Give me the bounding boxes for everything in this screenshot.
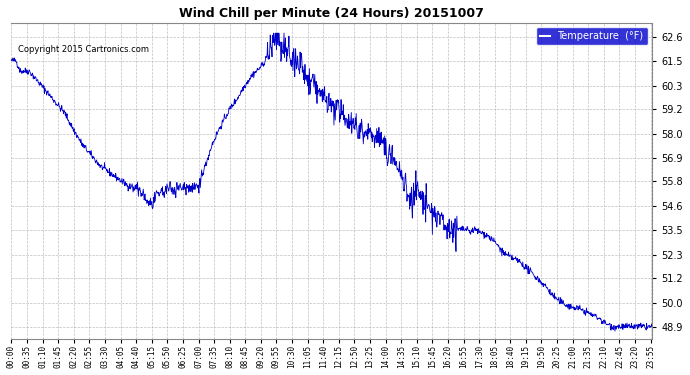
Text: Copyright 2015 Cartronics.com: Copyright 2015 Cartronics.com xyxy=(18,45,149,54)
Legend: Temperature  (°F): Temperature (°F) xyxy=(536,27,647,45)
Title: Wind Chill per Minute (24 Hours) 20151007: Wind Chill per Minute (24 Hours) 2015100… xyxy=(179,7,484,20)
